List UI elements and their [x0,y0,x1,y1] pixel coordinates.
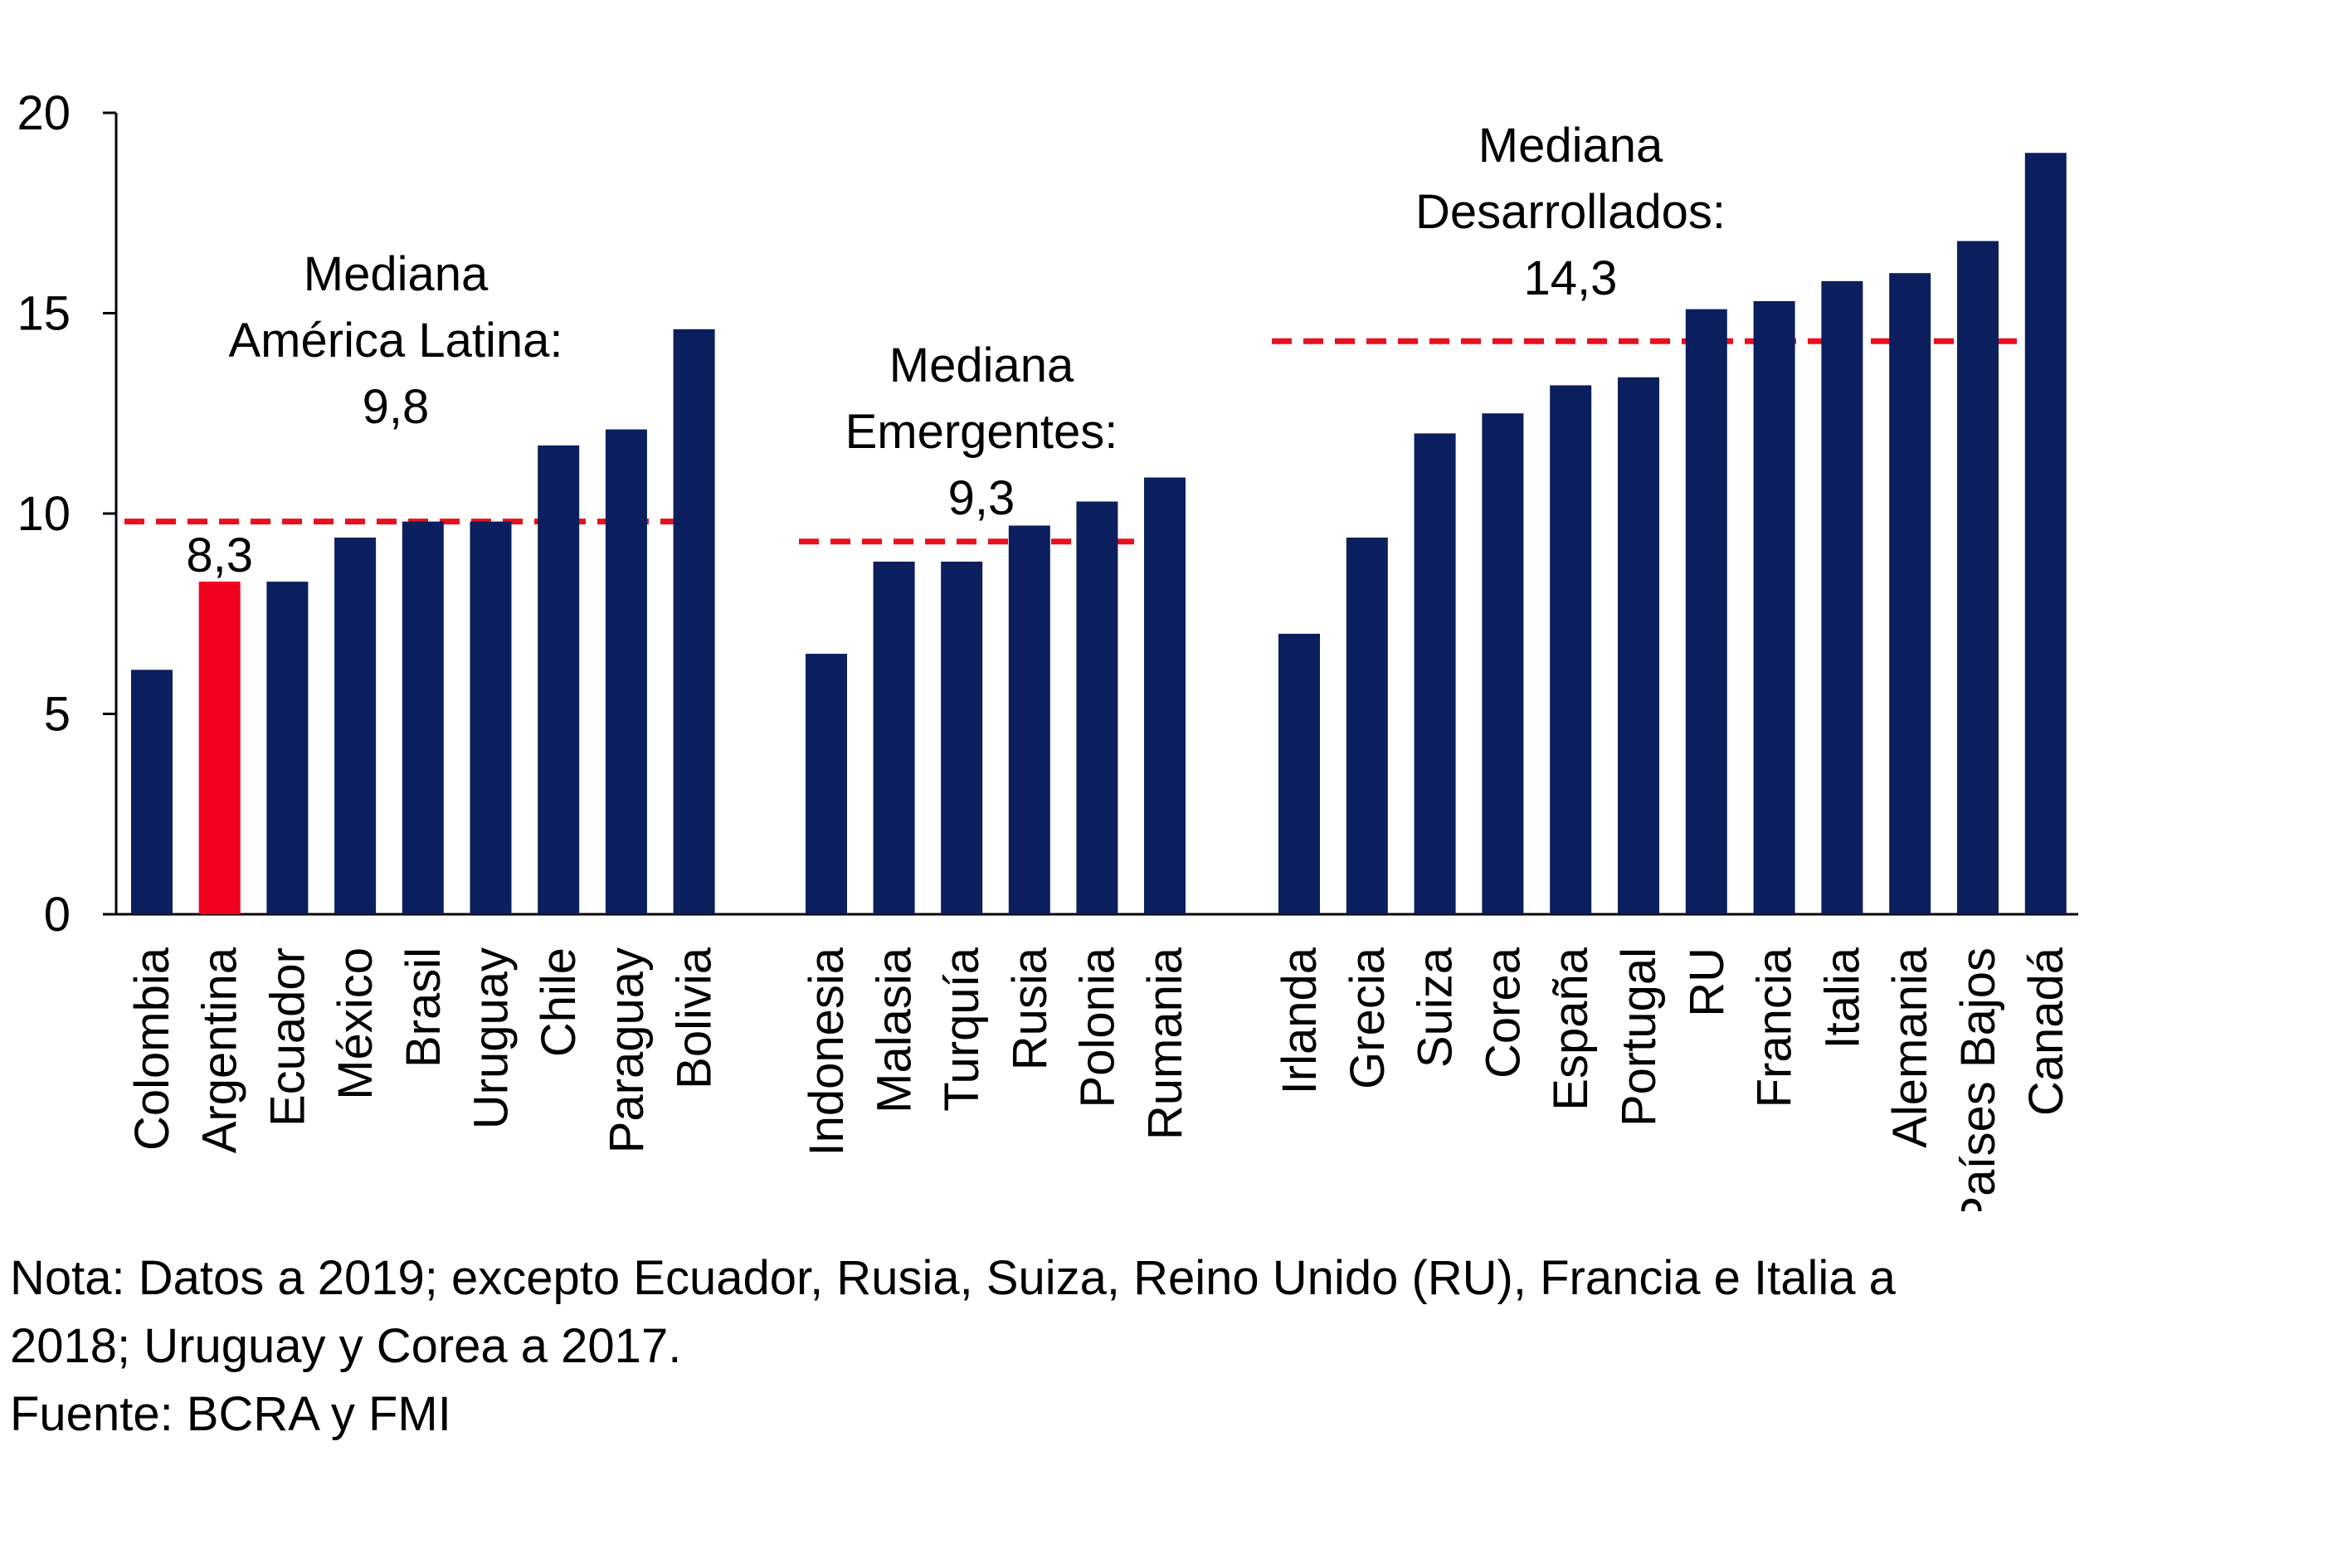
y-tick-label: 0 [44,888,71,942]
bar-argentina [198,582,241,914]
x-tick-label: Malasia [868,947,922,1113]
y-tick-label: 15 [17,287,71,341]
x-tick-label: Rumania [1138,947,1192,1140]
median-annotation: América Latina: [229,314,563,368]
x-tick-label: Francia [1748,947,1802,1108]
highlight-value-label: 8,3 [186,528,253,582]
bar-francia [1753,301,1795,914]
bar-malasia [873,561,915,914]
bar-suiza [1414,433,1456,914]
bar-brasil [402,521,444,914]
median-annotation: 9,8 [363,380,430,434]
median-annotation: Mediana [889,338,1074,392]
x-tick-label: RU [1680,947,1734,1017]
bar-irlanda [1278,633,1320,914]
bar-canadá [2024,153,2067,915]
bar-chart: 0 5 10 15 20 Colombia Argentina 8,3 Ecuador Méxi… [17,86,2078,1211]
bar-alemania [1889,273,1931,914]
x-tick-label: Brasil [397,947,450,1068]
x-tick-label: Alemania [1883,947,1937,1148]
bar-méxico [334,537,377,914]
median-annotation: Mediana [304,247,489,301]
x-tick-label: Indonesia [800,947,854,1156]
bar-turquía [941,561,983,914]
median-annotation: Emergentes: [845,405,1118,459]
median-annotation: 14,3 [1524,251,1618,305]
x-tick-label: México [329,947,382,1100]
bar-ecuador [266,582,309,914]
x-tick-label: Turquía [935,947,989,1111]
bar-españa [1550,385,1592,914]
bar-corea [1482,413,1524,914]
bar-polonia [1076,501,1118,914]
x-tick-label: Canadá [2019,947,2073,1116]
source-line: Fuente: BCRA y FMI [10,1387,451,1441]
x-tick-label: Grecia [1341,947,1395,1089]
x-tick-label: Uruguay [465,947,519,1129]
x-tick-label: Suiza [1409,947,1463,1068]
x-tick-label: Corea [1476,947,1530,1079]
x-tick-label: Rusia [1003,947,1057,1070]
x-tick-label: España [1544,947,1598,1110]
x-tick-label: Italia [1815,947,1869,1049]
note-line-1: Nota: Datos a 2019; excepto Ecuador, Rus… [10,1251,1896,1305]
median-annotation: 9,3 [948,471,1015,525]
bars [131,153,2067,915]
bar-portugal [1618,377,1659,914]
bar-bolivia [673,329,715,914]
bar-rusia [1008,525,1050,914]
x-tick-label: Colombia [125,947,179,1151]
bar-chile [538,445,580,914]
labels: Colombia Argentina 8,3 Ecuador México Brasil U… [125,119,2073,1211]
y-tick-label: 5 [44,688,71,742]
bar-ru [1685,309,1727,914]
y-tick-label: 10 [17,487,71,541]
bar-colombia [131,670,173,914]
x-tick-label: Países Bajos [1951,947,2005,1211]
x-tick-label: Bolivia [668,947,722,1089]
bar-grecia [1346,537,1388,914]
note-line-2: 2018; Uruguay y Corea a 2017. [10,1319,682,1373]
bar-paraguay [605,429,647,914]
x-tick-label: Argentina [193,947,247,1153]
bar-italia [1821,280,1863,914]
x-tick-label: Chile [532,947,586,1057]
bar-uruguay [470,521,512,914]
y-tick-label: 20 [17,86,71,140]
median-annotation: Mediana [1478,119,1663,173]
x-tick-label: Ecuador [261,947,314,1127]
x-tick-label: Polonia [1070,947,1124,1108]
x-tick-label: Portugal [1612,947,1666,1127]
x-tick-label: Irlanda [1273,947,1327,1094]
footnotes: Nota: Datos a 2019; excepto Ecuador, Rus… [10,1244,2250,1449]
bar-rumania [1144,477,1186,914]
bar-países-bajos [1957,241,1999,914]
bar-indonesia [806,654,847,914]
x-tick-label: Paraguay [600,947,654,1153]
median-annotation: Desarrollados: [1415,185,1726,239]
